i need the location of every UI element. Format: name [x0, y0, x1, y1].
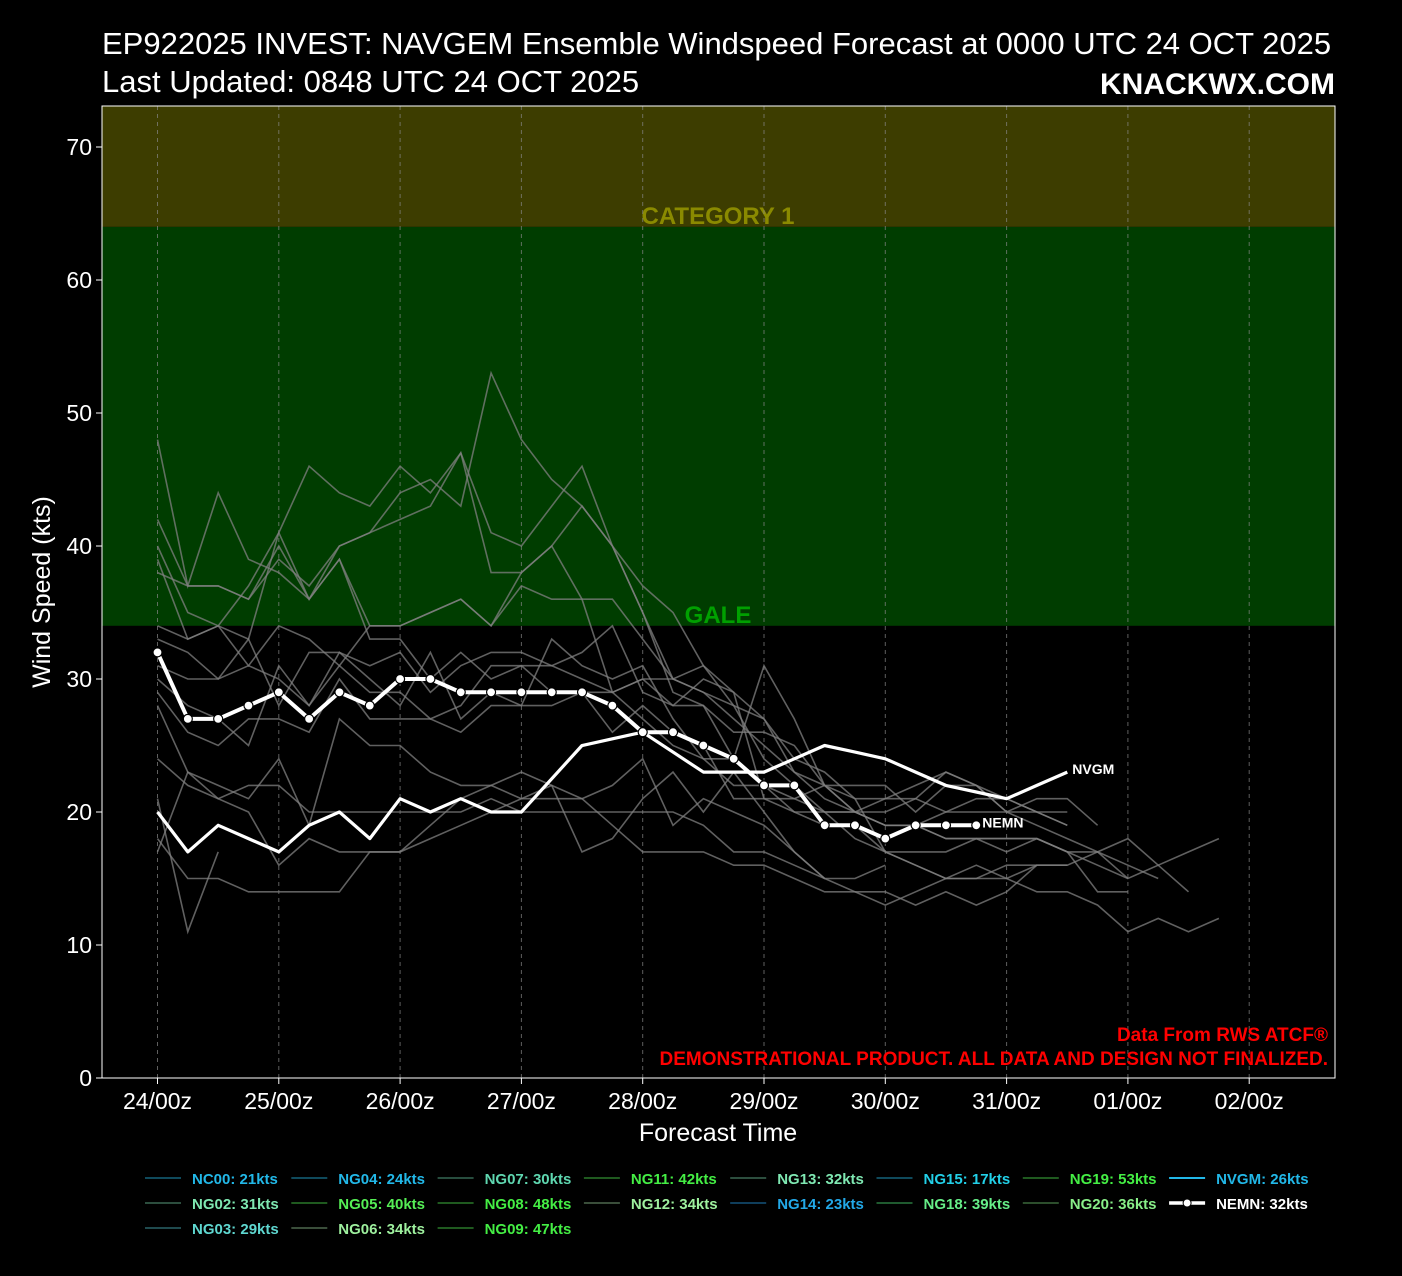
- y-tick-label-2: 20: [66, 799, 92, 825]
- x-tick-label-3: 27/00z: [487, 1088, 556, 1114]
- legend-item-15: NEMN: 32kts: [1216, 1196, 1308, 1213]
- nemn-point-24: [880, 833, 891, 844]
- legend-item-5: NG15: 17kts: [924, 1171, 1011, 1188]
- y-tick-label-5: 50: [66, 400, 92, 426]
- legend-item-7: NVGM: 26kts: [1216, 1171, 1309, 1188]
- nemn-point-17: [667, 727, 679, 738]
- nvgm-line: [156, 730, 1068, 854]
- ensemble-member-line-9: [156, 677, 1129, 880]
- legend-item-18: NG09: 47kts: [485, 1221, 572, 1238]
- x-axis-label: Forecast Time: [639, 1119, 797, 1147]
- nemn-point-9: [425, 673, 436, 685]
- grid-lines: [157, 106, 1250, 1078]
- nemn-point-19: [728, 753, 739, 764]
- nemn-point-6: [334, 687, 345, 698]
- nemn-point-13: [546, 687, 557, 698]
- ensemble-member-line-14: [156, 770, 1220, 906]
- legend-item-13: NG18: 39kts: [924, 1196, 1011, 1213]
- nemn-point-27: [971, 820, 982, 831]
- nemn-end-label: NEMN: [982, 814, 1023, 830]
- nvgm-end-label: NVGM: [1072, 761, 1114, 777]
- gale-band-label: GALE: [685, 602, 752, 629]
- ensemble-member-line-4: [157, 451, 1190, 893]
- nemn-point-2: [213, 713, 224, 725]
- category1-band: [102, 106, 1335, 227]
- legend-item-12: NG14: 23kts: [777, 1196, 864, 1213]
- nemn-point-20: [758, 780, 770, 791]
- chart-title-line1: EP922025 INVEST: NAVGEM Ensemble Windspe…: [102, 26, 1332, 61]
- ensemble-member-line-13: [156, 757, 1068, 906]
- y-axis-label: Wind Speed (kts): [28, 496, 56, 688]
- nemn-point-14: [576, 687, 588, 698]
- y-tick-label-3: 30: [66, 666, 92, 692]
- legend-item-11: NG12: 34kts: [631, 1196, 718, 1213]
- ensemble-member-line-11: [156, 758, 825, 880]
- nemn-point-5: [304, 713, 315, 725]
- y-tick-label-4: 40: [66, 533, 92, 559]
- chart-title-line2: Last Updated: 0848 UTC 24 OCT 2025: [102, 64, 640, 99]
- legend-item-8: NG02: 31kts: [192, 1196, 279, 1213]
- brand-watermark: KNACKWX.COM: [1100, 68, 1335, 101]
- y-tick-label-6: 60: [66, 267, 92, 293]
- ensemble-member-line-12: [156, 798, 219, 935]
- disclaimer-text: DEMONSTRATIONAL PRODUCT. ALL DATA AND DE…: [660, 1049, 1329, 1070]
- nemn-point-11: [485, 687, 497, 698]
- nemn-point-15: [607, 700, 618, 711]
- nemn-point-1: [182, 713, 193, 725]
- plot-frame: [101, 105, 1336, 1079]
- nemn-point-21: [789, 780, 800, 791]
- main-series: NVGM NEMN: [152, 647, 1114, 854]
- legend-item-4: NG13: 32kts: [777, 1171, 864, 1188]
- y-tick-label-0: 0: [79, 1065, 92, 1091]
- nemn-point-26: [940, 820, 952, 831]
- legend-item-1: NG04: 24kts: [338, 1171, 425, 1188]
- legend-item-10: NG08: 48kts: [485, 1196, 572, 1213]
- ensemble-member-line-8: [156, 664, 1037, 880]
- intensity-bands: GALE CATEGORY 1: [102, 106, 1335, 629]
- legend-item-6: NG19: 53kts: [1070, 1171, 1157, 1188]
- category1-band-label: CATEGORY 1: [642, 203, 795, 230]
- nemn-point-4: [273, 687, 284, 698]
- nemn-point-0: [152, 647, 163, 658]
- legend-item-0: NC00: 21kts: [192, 1171, 278, 1188]
- nemn-point-7: [364, 700, 375, 711]
- x-tick-label-2: 26/00z: [366, 1088, 435, 1114]
- x-tick-label-5: 29/00z: [729, 1088, 798, 1114]
- nemn-point-16: [637, 727, 648, 738]
- x-tick-label-1: 25/00z: [244, 1088, 313, 1114]
- nemn-point-8: [395, 673, 406, 685]
- nemn-point-18: [698, 740, 709, 751]
- x-tick-label-0: 24/00z: [123, 1088, 192, 1114]
- legend-item-2: NG07: 30kts: [485, 1171, 572, 1188]
- gale-band: [102, 226, 1335, 626]
- x-tick-label-8: 01/00z: [1093, 1088, 1162, 1114]
- x-tick-label-6: 30/00z: [851, 1088, 920, 1114]
- nemn-line: [155, 651, 977, 841]
- y-tick-label-7: 70: [66, 134, 92, 160]
- nemn-point-25: [910, 820, 921, 831]
- legend-item-3: NG11: 42kts: [631, 1171, 717, 1188]
- axes: 0 10 20 30 40 50 60 70 24/00z 25/00z 26/00z 27/00z 2…: [28, 105, 1336, 1147]
- x-tick-label-9: 02/00z: [1215, 1088, 1284, 1114]
- legend-item-9: NG05: 40kts: [338, 1196, 425, 1213]
- data-source-credit: Data From RWS ATCF®: [1117, 1025, 1328, 1046]
- legend: NC00: 21kts NG04: 24kts NG07: 30kts NG11: 4…: [145, 1171, 1309, 1238]
- ensemble-member-line-7: [157, 624, 1220, 933]
- legend-item-16: NG03: 29kts: [192, 1221, 279, 1238]
- nemn-point-23: [849, 820, 861, 831]
- legend-item-17: NG06: 34kts: [338, 1221, 425, 1238]
- y-tick-label-1: 10: [66, 932, 92, 958]
- legend-marker-15: [1182, 1198, 1192, 1208]
- legend-item-14: NG20: 36kts: [1070, 1196, 1157, 1213]
- nemn-point-22: [819, 820, 830, 831]
- nemn-point-3: [243, 700, 254, 711]
- ensemble-member-line-10: [156, 705, 886, 880]
- nemn-point-10: [455, 687, 466, 698]
- nemn-point-12: [516, 687, 527, 698]
- x-tick-label-7: 31/00z: [972, 1088, 1041, 1114]
- x-tick-label-4: 28/00z: [608, 1088, 677, 1114]
